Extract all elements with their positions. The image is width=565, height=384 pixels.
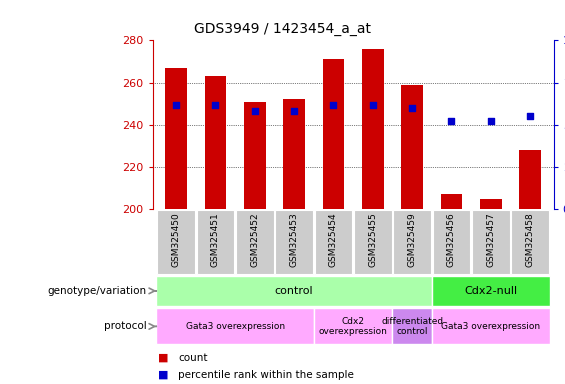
Point [329, 101, 338, 108]
Text: differentiated
control: differentiated control [381, 317, 443, 336]
Point [407, 105, 416, 111]
Text: Cdx2-null: Cdx2-null [464, 286, 518, 296]
Bar [323, 60, 344, 209]
Bar [283, 99, 305, 209]
Text: GSM325453: GSM325453 [290, 213, 299, 267]
Bar [166, 68, 187, 209]
Bar [244, 102, 266, 209]
Text: GSM325458: GSM325458 [525, 213, 534, 267]
FancyBboxPatch shape [157, 308, 314, 344]
FancyBboxPatch shape [433, 210, 470, 274]
Text: GSM325456: GSM325456 [447, 213, 456, 267]
Bar [441, 195, 462, 209]
FancyBboxPatch shape [275, 210, 313, 274]
Text: GSM325451: GSM325451 [211, 213, 220, 267]
FancyBboxPatch shape [157, 276, 432, 306]
Text: GSM325455: GSM325455 [368, 213, 377, 267]
FancyBboxPatch shape [432, 308, 550, 344]
Text: percentile rank within the sample: percentile rank within the sample [178, 370, 354, 380]
Point [290, 108, 299, 114]
FancyBboxPatch shape [511, 210, 549, 274]
Text: Gata3 overexpression: Gata3 overexpression [185, 322, 285, 331]
FancyBboxPatch shape [432, 276, 550, 306]
Bar [362, 49, 384, 209]
Point [486, 118, 496, 124]
Text: Gata3 overexpression: Gata3 overexpression [441, 322, 540, 331]
Point [172, 101, 181, 108]
FancyBboxPatch shape [236, 210, 273, 274]
Point [211, 101, 220, 108]
Text: Cdx2
overexpression: Cdx2 overexpression [319, 317, 388, 336]
Text: genotype/variation: genotype/variation [48, 286, 147, 296]
Text: GSM325452: GSM325452 [250, 213, 259, 267]
Text: control: control [275, 286, 314, 296]
Point [368, 101, 377, 108]
Bar [401, 85, 423, 209]
FancyBboxPatch shape [393, 308, 432, 344]
FancyBboxPatch shape [314, 308, 393, 344]
Point [250, 108, 259, 114]
Bar [480, 199, 502, 209]
Text: GDS3949 / 1423454_a_at: GDS3949 / 1423454_a_at [194, 23, 371, 36]
Text: protocol: protocol [104, 321, 147, 331]
Point [447, 118, 456, 124]
FancyBboxPatch shape [354, 210, 392, 274]
Text: GSM325450: GSM325450 [172, 213, 181, 267]
FancyBboxPatch shape [157, 210, 195, 274]
FancyBboxPatch shape [315, 210, 353, 274]
FancyBboxPatch shape [393, 210, 431, 274]
FancyBboxPatch shape [197, 210, 234, 274]
Point [525, 113, 534, 119]
Bar [205, 76, 227, 209]
Text: count: count [178, 353, 207, 363]
Text: GSM325457: GSM325457 [486, 213, 496, 267]
Text: GSM325459: GSM325459 [407, 213, 416, 267]
Text: ■: ■ [158, 353, 169, 363]
Bar [519, 150, 541, 209]
Text: GSM325454: GSM325454 [329, 213, 338, 267]
FancyBboxPatch shape [472, 210, 510, 274]
Text: ■: ■ [158, 370, 169, 380]
